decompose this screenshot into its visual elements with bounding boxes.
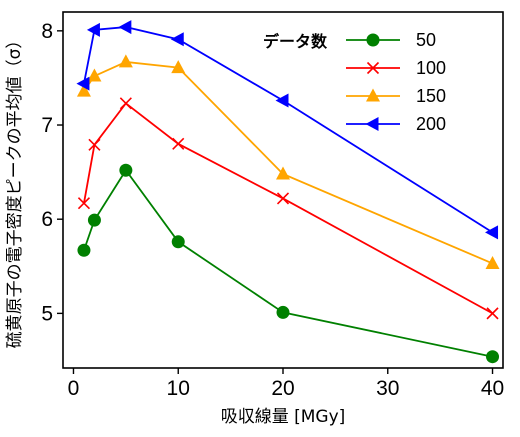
x-axis: 0 10 20 30 40 — [68, 368, 504, 400]
x-tick-label: 10 — [167, 377, 190, 400]
data-point — [276, 305, 290, 319]
legend-entry: 100 — [346, 58, 446, 78]
y-tick-label: 8 — [41, 20, 53, 43]
plot-layer — [76, 20, 500, 364]
x-axis-label: 吸収線量 [MGy] — [221, 407, 346, 427]
data-point — [119, 97, 132, 110]
data-point — [77, 243, 91, 257]
legend-entry: 50 — [346, 30, 436, 50]
data-point — [276, 192, 290, 205]
data-point — [87, 213, 101, 227]
legend-marker — [366, 88, 380, 102]
legend: データ数 50 100 150 200 — [263, 30, 446, 134]
legend-marker — [366, 61, 380, 75]
x-tick-label: 0 — [68, 377, 80, 400]
x-tick-label: 30 — [376, 377, 399, 400]
data-point — [171, 235, 185, 249]
y-tick-label: 6 — [41, 208, 53, 231]
x-tick-label: 20 — [271, 377, 294, 400]
series-line — [83, 168, 493, 358]
series-line — [83, 102, 493, 315]
data-point — [275, 93, 289, 108]
data-point — [172, 137, 185, 150]
data-point — [77, 197, 91, 210]
data-point — [76, 76, 90, 91]
y-tick-label: 5 — [41, 302, 53, 325]
series-50 — [77, 163, 500, 364]
legend-entry: 200 — [346, 114, 446, 134]
legend-marker — [366, 33, 380, 47]
legend-entries: 50 100 150 200 — [346, 30, 446, 134]
data-point — [485, 255, 500, 269]
data-point — [118, 54, 133, 68]
series-line — [83, 26, 494, 234]
data-point — [76, 83, 91, 97]
legend-label: 200 — [416, 114, 446, 134]
data-point — [87, 68, 102, 82]
data-point — [486, 307, 499, 320]
legend-title: データ数 — [263, 32, 328, 51]
data-point — [118, 20, 132, 35]
series-150 — [76, 54, 500, 269]
legend-marker — [365, 117, 379, 131]
legend-entry: 150 — [346, 86, 446, 106]
x-tick-label: 40 — [481, 377, 504, 400]
series-100 — [77, 97, 499, 320]
data-point — [119, 163, 133, 177]
series-200 — [76, 20, 499, 240]
y-axis-label: 硫黄原子の電子密度ピークの平均値（σ） — [5, 32, 25, 349]
legend-label: 150 — [416, 86, 446, 106]
data-point — [170, 32, 184, 47]
legend-label: 100 — [416, 58, 446, 78]
data-point — [171, 60, 186, 74]
data-point — [88, 138, 101, 151]
y-axis: 5 6 7 8 — [41, 20, 63, 325]
data-point — [486, 350, 500, 364]
legend-label: 50 — [416, 30, 436, 50]
y-tick-label: 7 — [41, 114, 53, 137]
data-point — [485, 225, 499, 240]
data-point — [86, 22, 100, 37]
data-point — [276, 166, 290, 180]
